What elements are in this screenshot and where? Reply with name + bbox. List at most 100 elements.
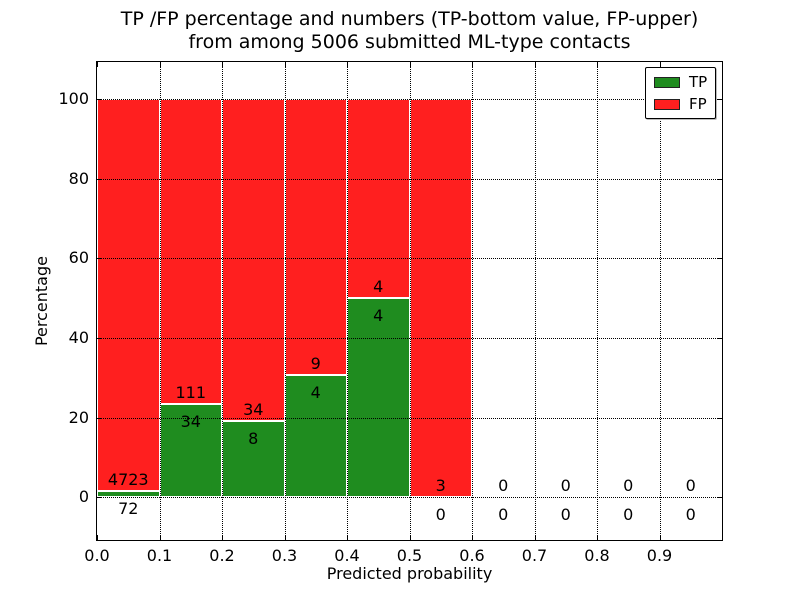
- x-tick-mark: [472, 62, 473, 67]
- fp-count-annotation: 34: [243, 400, 264, 420]
- y-tick-mark: [97, 99, 102, 101]
- x-tick-mark: [597, 535, 598, 540]
- fp-count-annotation: 0: [560, 476, 571, 496]
- bar-tp-segment: [347, 298, 410, 498]
- legend: TP FP: [645, 67, 717, 119]
- legend-row-tp: TP: [654, 74, 707, 90]
- y-tick-mark: [717, 258, 722, 260]
- tp-count-annotation: 8: [248, 429, 259, 449]
- plot-area: TP FP 0.0 0.1 0.2 0.3 0.4 0.5 0.6 0.7 0.8 0.9 0 20 40…: [58, 61, 723, 565]
- fp-count-annotation: 0: [623, 476, 634, 496]
- gridline-horizontal: [97, 337, 722, 339]
- bar-fp-segment: [284, 99, 347, 375]
- y-tick-mark: [97, 178, 102, 180]
- legend-row-fp: FP: [654, 96, 707, 112]
- x-tick-mark: [97, 535, 98, 540]
- gridline-horizontal: [97, 417, 722, 419]
- x-tick-label: 0.8: [584, 546, 610, 565]
- x-tick-mark: [222, 535, 223, 540]
- y-tick-mark: [717, 497, 722, 499]
- fp-count-annotation: 111: [175, 382, 207, 402]
- tp-count-annotation: 4: [373, 306, 384, 326]
- x-tick-label: 0.7: [521, 546, 548, 565]
- legend-swatch-tp: [654, 76, 680, 88]
- y-tick-mark: [717, 337, 722, 339]
- y-tick-mark: [717, 178, 722, 180]
- chart-title: TP /FP percentage and numbers (TP-bottom…: [97, 8, 722, 54]
- legend-label-tp: TP: [689, 73, 708, 91]
- gridline-vertical: [222, 62, 223, 540]
- bar-fp-segment: [97, 99, 160, 492]
- gridline-horizontal: [97, 178, 722, 180]
- fp-count-annotation: 9: [310, 353, 321, 373]
- bar-tp-segment: [284, 374, 347, 498]
- tp-count-annotation: 0: [498, 505, 509, 525]
- bar-tp-segment: [97, 491, 160, 498]
- tp-count-annotation: 0: [623, 505, 634, 525]
- x-tick-mark: [659, 535, 661, 540]
- x-tick-mark: [284, 62, 286, 67]
- x-tick-mark: [534, 62, 536, 67]
- x-tick-mark: [222, 62, 223, 67]
- tp-count-annotation: 4: [310, 382, 321, 402]
- y-tick-label: 20: [68, 407, 89, 427]
- x-tick-label: 0.6: [459, 546, 485, 565]
- x-tick-label: 0.3: [271, 546, 298, 565]
- gridline-horizontal: [97, 258, 722, 260]
- fp-count-annotation: 3: [435, 476, 446, 496]
- legend-label-fp: FP: [689, 95, 707, 113]
- gridline-horizontal: [97, 99, 722, 101]
- y-tick-mark: [97, 258, 102, 260]
- chart-title-line2: from among 5006 submitted ML-type contac…: [188, 31, 631, 53]
- x-tick-mark: [597, 62, 598, 67]
- y-tick-mark: [717, 99, 722, 101]
- x-tick-mark: [534, 535, 536, 540]
- y-tick-mark: [97, 337, 102, 339]
- x-tick-mark: [284, 535, 286, 540]
- x-tick-mark: [472, 535, 473, 540]
- gridline-vertical: [659, 62, 661, 540]
- x-tick-mark: [409, 535, 411, 540]
- tp-count-annotation: 0: [685, 505, 696, 525]
- chart-title-line1: TP /FP percentage and numbers (TP-bottom…: [120, 8, 699, 30]
- bar-fp-segment: [159, 99, 222, 404]
- fp-count-annotation: 4: [373, 277, 384, 297]
- fp-count-annotation: 0: [685, 476, 696, 496]
- bar-tp-segment: [159, 403, 222, 498]
- gridline-vertical: [597, 62, 598, 540]
- x-tick-mark: [159, 535, 161, 540]
- gridline-vertical: [284, 62, 286, 540]
- y-tick-label: 60: [68, 248, 89, 268]
- x-tick-mark: [409, 62, 411, 67]
- x-axis-label: Predicted probability: [326, 564, 493, 583]
- y-tick-mark: [97, 497, 102, 499]
- x-tick-label: 0.1: [146, 546, 173, 565]
- x-tick-mark: [659, 62, 661, 67]
- x-tick-label: 0.9: [646, 546, 673, 565]
- fp-count-annotation: 4723: [107, 470, 149, 490]
- bar-fp-segment: [347, 99, 410, 299]
- y-tick-mark: [97, 417, 102, 419]
- gridline-vertical: [472, 62, 473, 540]
- x-tick-mark: [97, 62, 98, 67]
- y-tick-label: 80: [68, 168, 89, 188]
- tp-count-annotation: 0: [560, 505, 571, 525]
- gridline-vertical: [534, 62, 536, 540]
- fp-count-annotation: 0: [498, 476, 509, 496]
- bar-fp-segment: [409, 99, 472, 498]
- bar-fp-segment: [222, 99, 285, 422]
- tp-count-annotation: 72: [118, 499, 139, 519]
- y-tick-label: 0: [78, 487, 89, 507]
- y-tick-label: 40: [68, 327, 89, 347]
- x-tick-mark: [159, 62, 161, 67]
- gridline-horizontal: [97, 497, 722, 499]
- x-tick-label: 0.4: [334, 546, 360, 565]
- legend-swatch-fp: [654, 98, 680, 110]
- x-tick-label: 0.5: [396, 546, 423, 565]
- x-tick-mark: [347, 62, 348, 67]
- y-tick-label: 100: [58, 89, 89, 109]
- tp-count-annotation: 0: [435, 505, 446, 525]
- tp-count-annotation: 34: [180, 411, 201, 431]
- gridline-vertical: [347, 62, 348, 540]
